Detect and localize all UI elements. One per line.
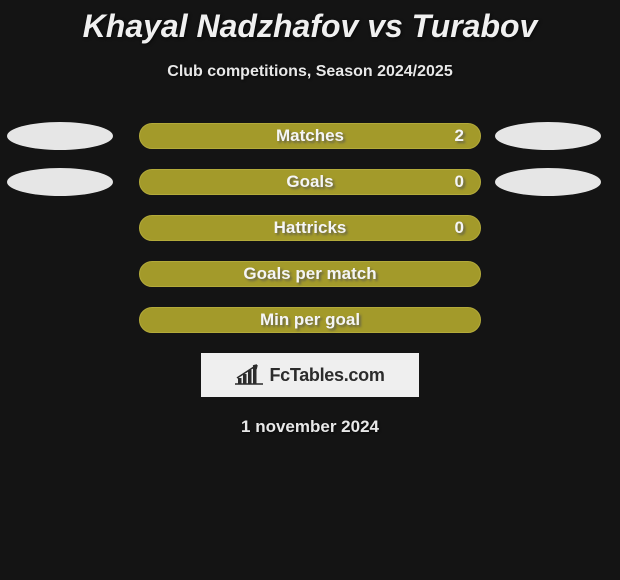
stat-row-hattricks: Hattricks 0: [0, 215, 620, 241]
stat-label: Goals per match: [243, 264, 376, 284]
subtitle: Club competitions, Season 2024/2025: [0, 63, 620, 81]
page-title: Khayal Nadzhafov vs Turabov: [0, 0, 620, 45]
left-ellipse-icon: [7, 168, 113, 196]
chart-icon: [235, 364, 263, 386]
stat-value: 2: [455, 126, 464, 146]
stat-bar: Hattricks 0: [139, 215, 481, 241]
stat-row-min-per-goal: Min per goal: [0, 307, 620, 333]
stat-row-goals: Goals 0: [0, 169, 620, 195]
stat-bar: Goals 0: [139, 169, 481, 195]
stat-label: Matches: [276, 126, 344, 146]
right-ellipse-icon: [495, 122, 601, 150]
stat-row-goals-per-match: Goals per match: [0, 261, 620, 287]
brand-text: FcTables.com: [269, 365, 384, 386]
stat-bar: Matches 2: [139, 123, 481, 149]
date-text: 1 november 2024: [0, 417, 620, 437]
stat-label: Hattricks: [274, 218, 347, 238]
stat-label: Min per goal: [260, 310, 360, 330]
stat-row-matches: Matches 2: [0, 123, 620, 149]
stat-bar: Min per goal: [139, 307, 481, 333]
right-ellipse-icon: [495, 168, 601, 196]
left-ellipse-icon: [7, 122, 113, 150]
stat-value: 0: [455, 172, 464, 192]
stat-rows: Matches 2 Goals 0 Hattricks 0 Goals per …: [0, 123, 620, 333]
stat-value: 0: [455, 218, 464, 238]
brand-badge: FcTables.com: [201, 353, 419, 397]
stat-bar: Goals per match: [139, 261, 481, 287]
stat-label: Goals: [286, 172, 333, 192]
